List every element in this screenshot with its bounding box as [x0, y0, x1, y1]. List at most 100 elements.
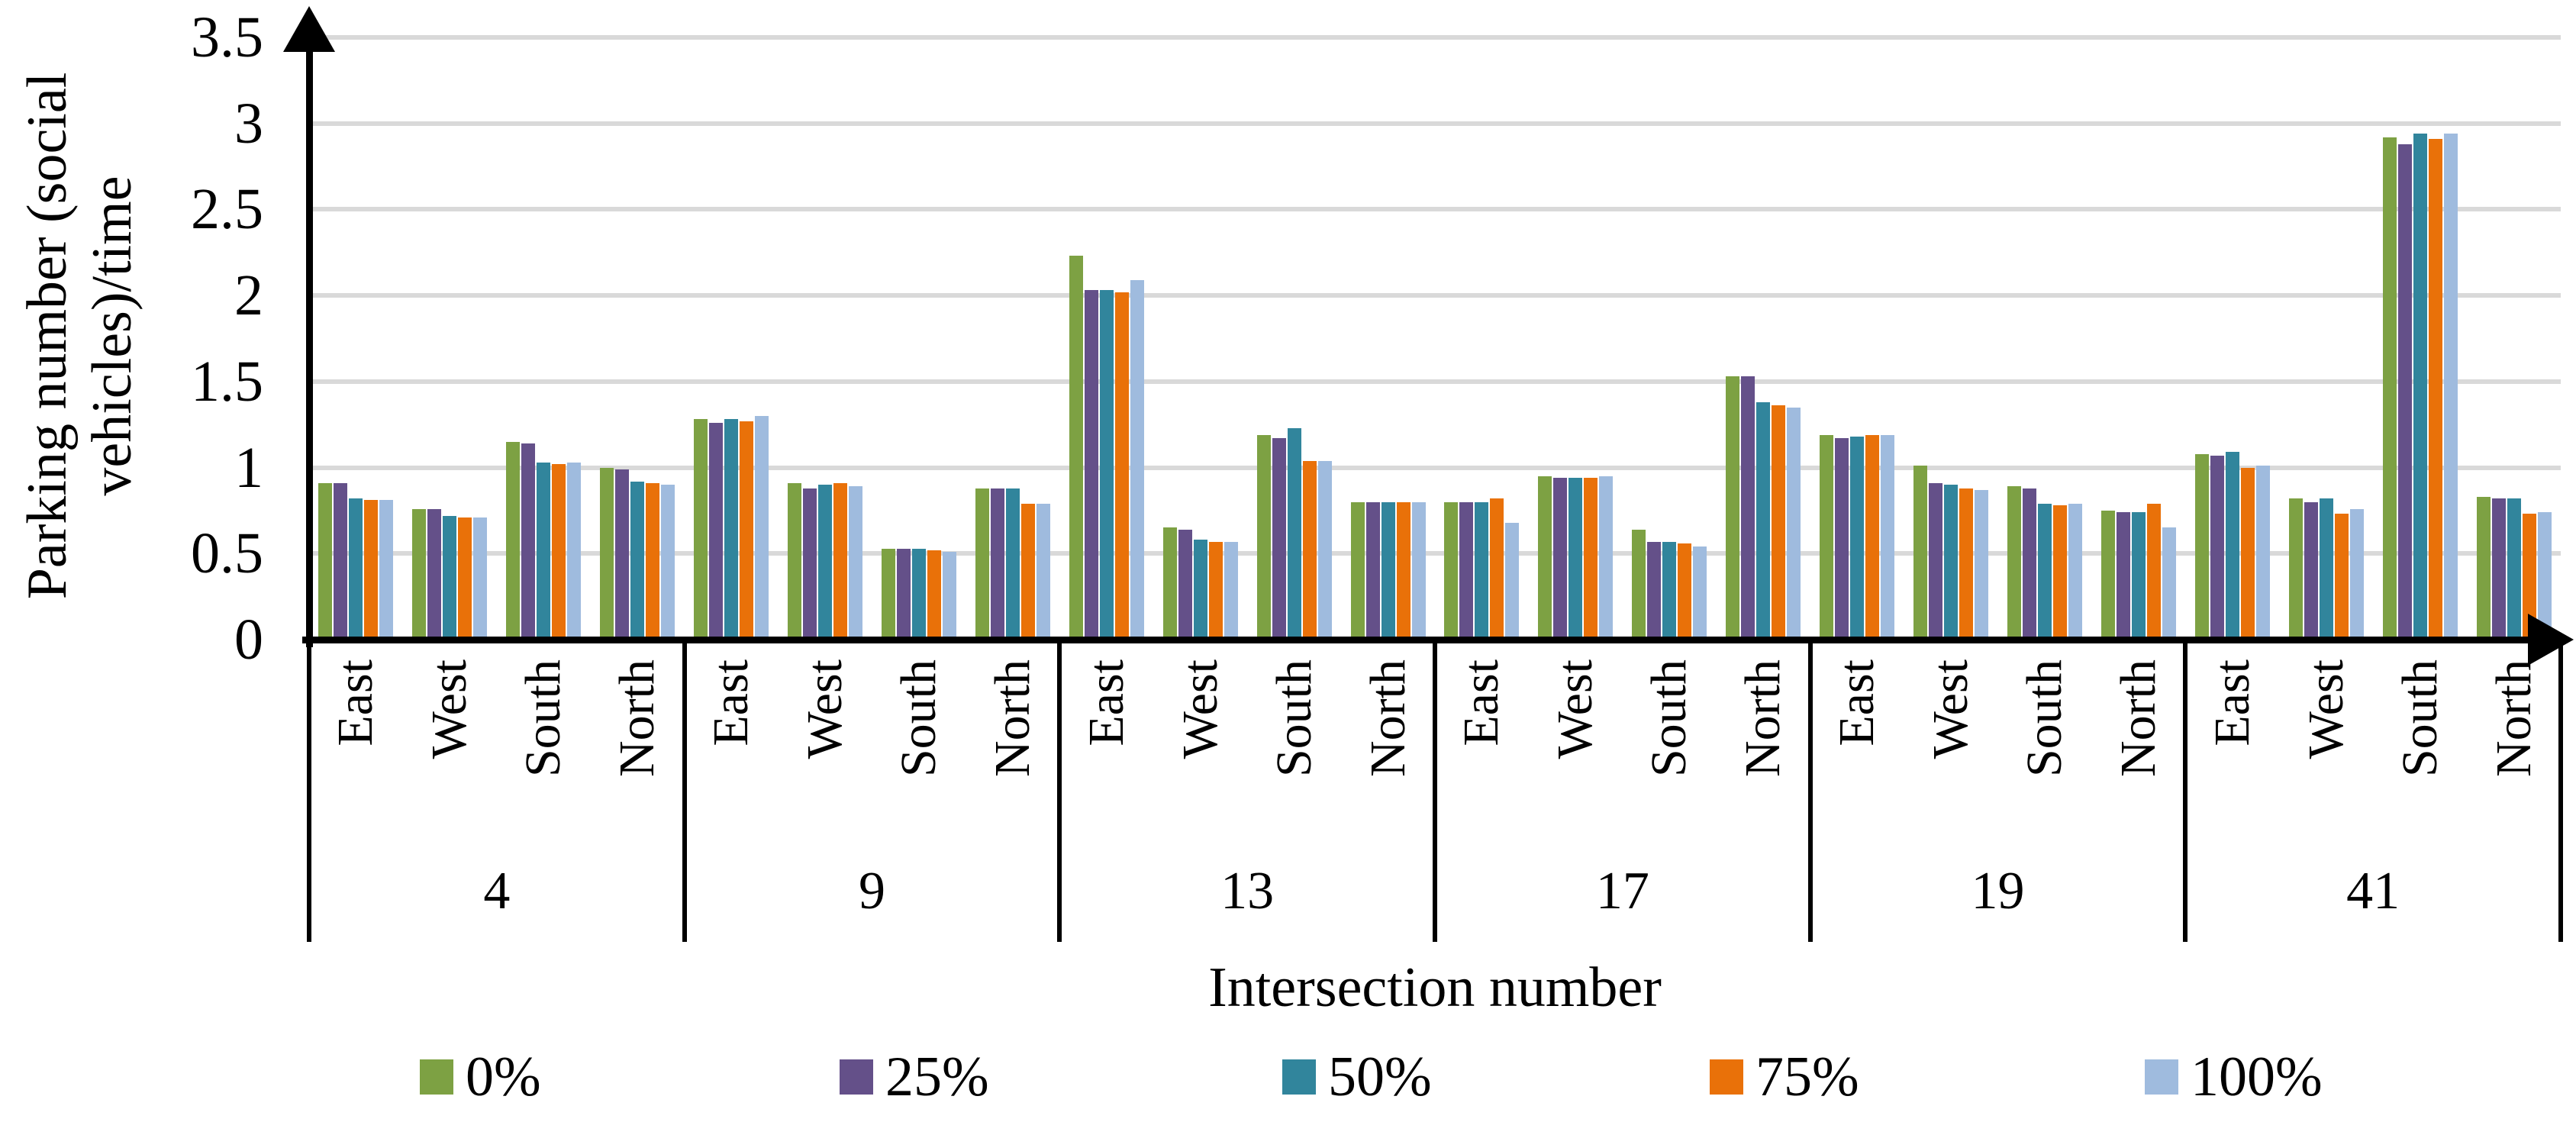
y-axis-line [306, 23, 313, 647]
bar-9-West-75% [833, 483, 847, 640]
bar-19-South-100% [2068, 504, 2082, 640]
bar-19-North-0% [2101, 511, 2115, 640]
bar-9-South-25% [897, 549, 911, 640]
bar-17-West-0% [1538, 476, 1552, 640]
bar-19-East-75% [1865, 435, 1879, 640]
y-tick-label: 3 [234, 91, 263, 156]
bar-4-East-50% [349, 498, 363, 640]
y-tick-label: 0.5 [191, 521, 263, 586]
bar-13-South-0% [1257, 435, 1271, 640]
gridline [309, 379, 2561, 384]
intersection-number-label: 17 [1595, 862, 1649, 920]
bar-4-West-25% [427, 509, 441, 640]
y-tick-label: 2 [234, 263, 263, 328]
intersection-number-label: 9 [858, 862, 885, 920]
legend-item-25%: 25% [840, 1046, 989, 1108]
bar-17-East-100% [1505, 523, 1519, 640]
bar-13-North-0% [1351, 502, 1365, 640]
bar-4-South-100% [567, 463, 581, 640]
gridline [309, 551, 2561, 556]
direction-label-text: South [890, 659, 946, 778]
bar-19-South-0% [2007, 486, 2021, 640]
bar-17-West-50% [1568, 478, 1582, 640]
direction-label-text: East [1078, 659, 1134, 746]
y-tick-label: 1.5 [191, 349, 263, 414]
bar-9-North-75% [1021, 504, 1035, 640]
bar-17-South-100% [1693, 546, 1707, 640]
bar-41-West-50% [2320, 498, 2333, 640]
direction-label-text: East [327, 659, 384, 746]
bar-13-East-25% [1085, 290, 1098, 640]
direction-label-text: North [1359, 659, 1416, 777]
direction-label-text: North [2485, 659, 2542, 777]
bar-4-North-75% [646, 483, 659, 640]
bar-19-East-25% [1835, 438, 1849, 640]
bar-41-South-0% [2383, 137, 2397, 640]
bar-19-North-100% [2162, 527, 2176, 640]
bar-41-North-75% [2523, 514, 2536, 640]
direction-label-text: North [1735, 659, 1791, 777]
direction-label-text: West [2297, 659, 2354, 759]
x-axis-line [302, 637, 2549, 643]
legend-label: 0% [466, 1046, 541, 1108]
legend-item-75%: 75% [1710, 1049, 1859, 1105]
bar-41-South-50% [2413, 134, 2427, 640]
legend-swatch-icon [1710, 1059, 1743, 1095]
bar-17-North-50% [1756, 402, 1770, 640]
y-tick-label: 0 [234, 608, 263, 672]
direction-label-text: East [1453, 659, 1510, 746]
direction-label-text: South [2391, 659, 2448, 778]
bar-17-North-25% [1741, 376, 1755, 640]
bar-19-South-75% [2053, 505, 2067, 640]
direction-label-text: West [797, 659, 853, 759]
direction-label-text: East [703, 659, 759, 746]
gridline [309, 293, 2561, 298]
y-tick-label: 1 [234, 435, 263, 500]
group-separator [1808, 640, 1813, 942]
bar-4-North-100% [661, 485, 675, 640]
bar-41-East-50% [2226, 452, 2239, 640]
intersection-number-label: 19 [1971, 862, 2025, 920]
x-axis-title: Intersection number [1208, 956, 1662, 1019]
bar-9-East-75% [740, 421, 753, 640]
bar-19-North-25% [2117, 512, 2130, 640]
bar-4-South-50% [537, 463, 550, 640]
bar-41-North-100% [2538, 512, 2552, 640]
bar-9-South-50% [912, 549, 926, 640]
bar-13-West-75% [1209, 542, 1223, 640]
bar-4-East-75% [364, 500, 378, 640]
bar-41-East-25% [2210, 456, 2224, 640]
bar-41-West-100% [2350, 509, 2364, 640]
bar-17-West-75% [1584, 478, 1598, 640]
bar-17-South-25% [1647, 542, 1661, 640]
direction-label-text: West [1547, 659, 1604, 759]
bar-9-East-100% [755, 416, 769, 640]
bar-13-South-25% [1272, 438, 1286, 640]
bar-13-East-50% [1100, 290, 1114, 640]
group-separator [682, 640, 687, 942]
gridline [309, 121, 2561, 126]
bar-17-South-50% [1662, 542, 1676, 640]
bar-17-North-100% [1787, 408, 1801, 640]
bar-4-North-0% [600, 468, 614, 640]
bar-9-West-25% [803, 488, 817, 640]
direction-label-text: North [984, 659, 1040, 777]
bar-4-East-0% [318, 483, 332, 640]
bar-19-West-50% [1944, 485, 1958, 640]
bar-19-South-50% [2038, 504, 2052, 640]
bar-9-East-0% [694, 419, 708, 640]
bar-19-South-25% [2023, 488, 2036, 640]
bar-4-South-75% [552, 464, 566, 640]
direction-label-text: South [1641, 659, 1697, 778]
bar-41-West-0% [2289, 498, 2303, 640]
bar-17-North-75% [1772, 405, 1785, 640]
bar-13-North-50% [1381, 502, 1395, 640]
bar-9-East-25% [709, 423, 723, 640]
legend-swatch-icon [2145, 1059, 2178, 1095]
bar-41-East-75% [2241, 468, 2255, 640]
legend-label: 25% [885, 1046, 989, 1108]
x-axis-arrow-icon [2528, 614, 2574, 666]
direction-label-text: West [421, 659, 478, 759]
bar-4-West-0% [412, 509, 426, 640]
bar-9-North-50% [1006, 488, 1020, 640]
